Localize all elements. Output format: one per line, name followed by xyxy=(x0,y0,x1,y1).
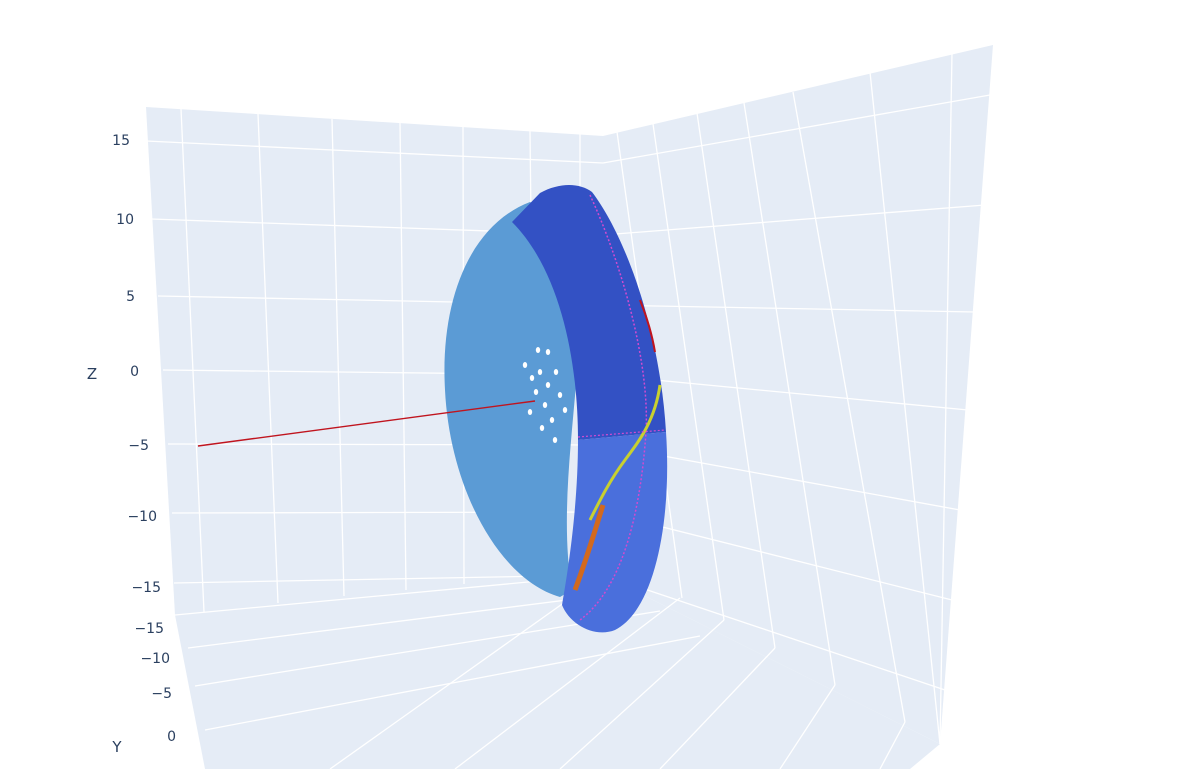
gridline xyxy=(145,140,604,164)
gridline xyxy=(180,108,205,613)
disk-face-trace[interactable] xyxy=(444,202,580,597)
gridline xyxy=(329,574,604,769)
gridline xyxy=(602,94,991,164)
yellow-trace[interactable] xyxy=(588,384,662,521)
data-traces[interactable] xyxy=(197,185,668,633)
gridline xyxy=(399,122,407,591)
gridline xyxy=(331,118,345,597)
gridline xyxy=(454,597,681,769)
disk-hole xyxy=(522,362,528,368)
z-tick: 15 xyxy=(112,133,130,149)
floor-pane xyxy=(175,575,940,769)
y-tick: −5 xyxy=(151,686,172,702)
z-tick: −5 xyxy=(128,438,149,454)
gridline xyxy=(204,635,701,731)
gridline xyxy=(559,619,725,769)
band-upper-trace[interactable] xyxy=(512,185,666,440)
disk-hole xyxy=(542,402,548,408)
z-tick: 0 xyxy=(130,364,139,380)
disk-hole xyxy=(545,382,551,388)
disk-holes xyxy=(522,347,568,443)
z-axis-title: Z xyxy=(87,365,97,383)
gridline xyxy=(652,123,725,621)
disk-hole xyxy=(539,425,545,431)
gridline xyxy=(743,102,836,686)
orange-trace[interactable] xyxy=(572,504,606,591)
gridline xyxy=(939,52,953,745)
mid-seam-trace[interactable] xyxy=(577,429,666,438)
gridline xyxy=(187,591,631,649)
red-edge-trace[interactable] xyxy=(639,299,656,353)
gridline xyxy=(879,721,906,769)
gridline xyxy=(869,71,941,745)
gridline xyxy=(257,113,279,604)
y-tick: 0 xyxy=(167,729,176,745)
disk-hole xyxy=(545,349,551,355)
gridline xyxy=(602,574,946,691)
gridline xyxy=(696,112,776,649)
disk-hole xyxy=(527,409,533,415)
z-tick: −15 xyxy=(131,580,161,596)
y-axis: −15 −10 −5 0 Y xyxy=(111,621,176,756)
disk-hole xyxy=(535,347,541,353)
red-line-trace[interactable] xyxy=(197,400,536,447)
disk-hole xyxy=(552,437,558,443)
gridline xyxy=(602,204,986,236)
disk-hole xyxy=(553,369,559,375)
gridline xyxy=(602,304,976,313)
gridline xyxy=(792,91,906,723)
disk-hole xyxy=(562,407,568,413)
z-tick: 10 xyxy=(116,212,134,228)
disk-hole xyxy=(549,417,555,423)
back-right-pane xyxy=(603,45,993,744)
gridline xyxy=(602,374,969,411)
disk-hole xyxy=(529,375,535,381)
z-axis: 15 10 5 0 −5 −10 −15 Z xyxy=(87,133,161,596)
gridline xyxy=(659,647,776,769)
disk-hole xyxy=(533,389,539,395)
band-lower-trace[interactable] xyxy=(562,432,668,633)
z-tick: −10 xyxy=(127,509,157,525)
y-tick: −15 xyxy=(134,621,164,637)
y-axis-title: Y xyxy=(111,738,122,756)
y-tick: −10 xyxy=(140,651,170,667)
z-tick: 5 xyxy=(126,289,135,305)
disk-hole xyxy=(537,369,543,375)
disk-hole xyxy=(557,392,563,398)
gridline xyxy=(779,684,836,769)
